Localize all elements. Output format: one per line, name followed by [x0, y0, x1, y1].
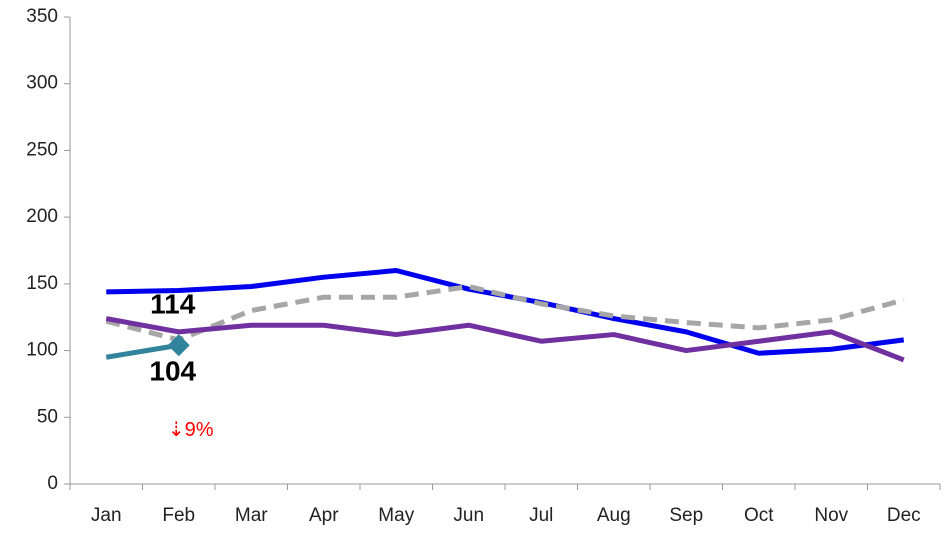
series-line [105, 342, 180, 360]
x-tick-label: Apr [309, 505, 339, 526]
data-label: 114 [150, 288, 196, 319]
y-tick-label: 50 [37, 406, 58, 427]
y-tick-label: 0 [47, 473, 58, 494]
series-line [106, 268, 905, 356]
series-line [105, 316, 905, 363]
x-tick-label: May [378, 505, 414, 526]
x-tick-label: Sep [669, 505, 703, 526]
y-tick-label: 300 [26, 73, 58, 94]
x-tick-label: Jul [529, 505, 553, 526]
data-label: 104 [149, 356, 196, 387]
y-tick-label: 200 [26, 206, 58, 227]
y-tick-label: 350 [26, 6, 58, 27]
y-tick-label: 150 [26, 273, 58, 294]
x-tick-label: Aug [597, 505, 631, 526]
x-tick-label: Nov [814, 505, 848, 526]
y-tick-label: 250 [26, 139, 58, 160]
x-tick-label: Dec [887, 505, 921, 526]
x-tick-label: Mar [235, 505, 268, 526]
x-tick-label: Jun [453, 505, 484, 526]
series-line [105, 284, 905, 343]
y-tick-label: 100 [26, 340, 58, 361]
annotation: ⇣9% [168, 419, 214, 441]
x-tick-label: Feb [162, 505, 195, 526]
x-tick-label: Oct [744, 505, 774, 526]
point-marker [167, 334, 190, 357]
x-tick-label: Jan [91, 505, 122, 526]
